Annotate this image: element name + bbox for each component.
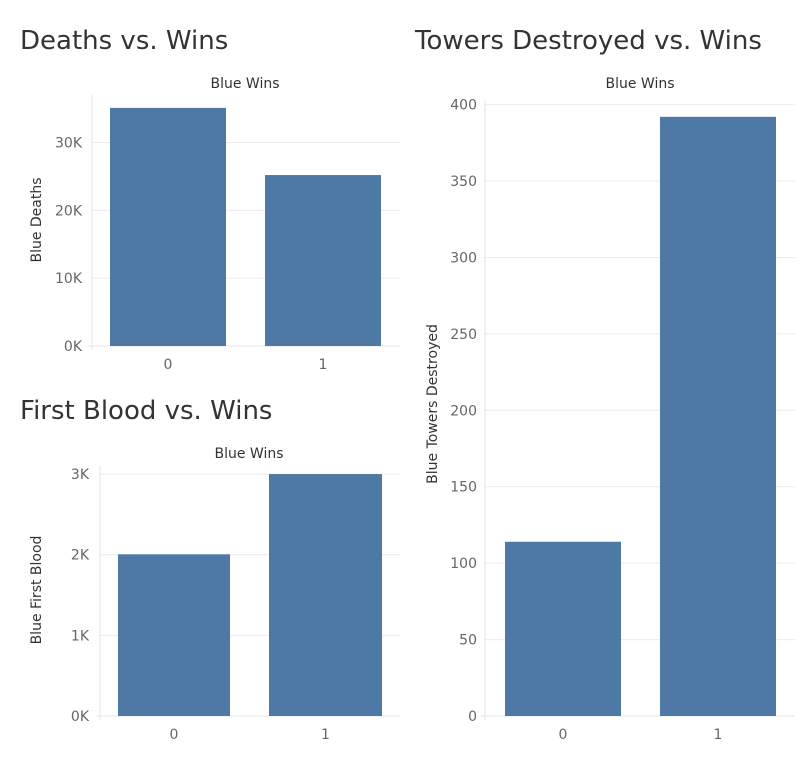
towers-bar-1	[660, 116, 776, 716]
towers-chart-title: Towers Destroyed vs. Wins	[415, 26, 762, 56]
first-blood-bar-0	[118, 554, 230, 716]
towers-x-tick-label: 0	[559, 727, 568, 743]
deaths-y-tick-label: 0K	[64, 339, 83, 355]
deaths-bar-0	[110, 107, 226, 346]
first-blood-x-axis-title: Blue Wins	[214, 446, 283, 462]
towers-y-tick-label: 150	[450, 480, 477, 496]
towers-y-tick-label: 350	[450, 174, 477, 190]
towers-y-axis-title: Blue Towers Destroyed	[425, 324, 441, 484]
deaths-x-axis-title: Blue Wins	[210, 76, 279, 92]
towers-y-tick-label: 250	[450, 327, 477, 343]
first-blood-bar-1	[269, 474, 382, 716]
towers-y-tick-label: 300	[450, 250, 477, 266]
first-blood-x-tick-label: 1	[321, 727, 330, 743]
towers-x-tick-label: 1	[714, 727, 723, 743]
towers-y-tick-label: 0	[468, 709, 477, 725]
deaths-y-tick-label: 30K	[55, 135, 83, 151]
towers-y-tick-label: 50	[459, 633, 477, 649]
first-blood-y-tick-label: 2K	[71, 548, 90, 564]
first-blood-y-tick-label: 0K	[71, 709, 90, 725]
towers-y-tick-label: 400	[450, 98, 477, 114]
deaths-x-tick-label: 0	[164, 357, 173, 373]
first-blood-x-tick-label: 0	[170, 727, 179, 743]
deaths-y-axis-title: Blue Deaths	[29, 177, 45, 262]
towers-y-tick-label: 200	[450, 403, 477, 419]
deaths-chart-title: Deaths vs. Wins	[20, 26, 229, 56]
towers-x-axis-title: Blue Wins	[605, 76, 674, 92]
deaths-x-tick-label: 1	[319, 357, 328, 373]
deaths-y-tick-label: 10K	[55, 271, 83, 287]
first-blood-y-axis-title: Blue First Blood	[29, 536, 45, 645]
towers-y-tick-label: 100	[450, 556, 477, 572]
first-blood-y-tick-label: 1K	[71, 628, 90, 644]
towers-bar-0	[505, 541, 621, 716]
deaths-y-tick-label: 20K	[55, 203, 83, 219]
first-blood-y-tick-label: 3K	[71, 467, 90, 483]
first-blood-chart-title: First Blood vs. Wins	[20, 396, 273, 426]
deaths-bar-1	[265, 175, 381, 346]
